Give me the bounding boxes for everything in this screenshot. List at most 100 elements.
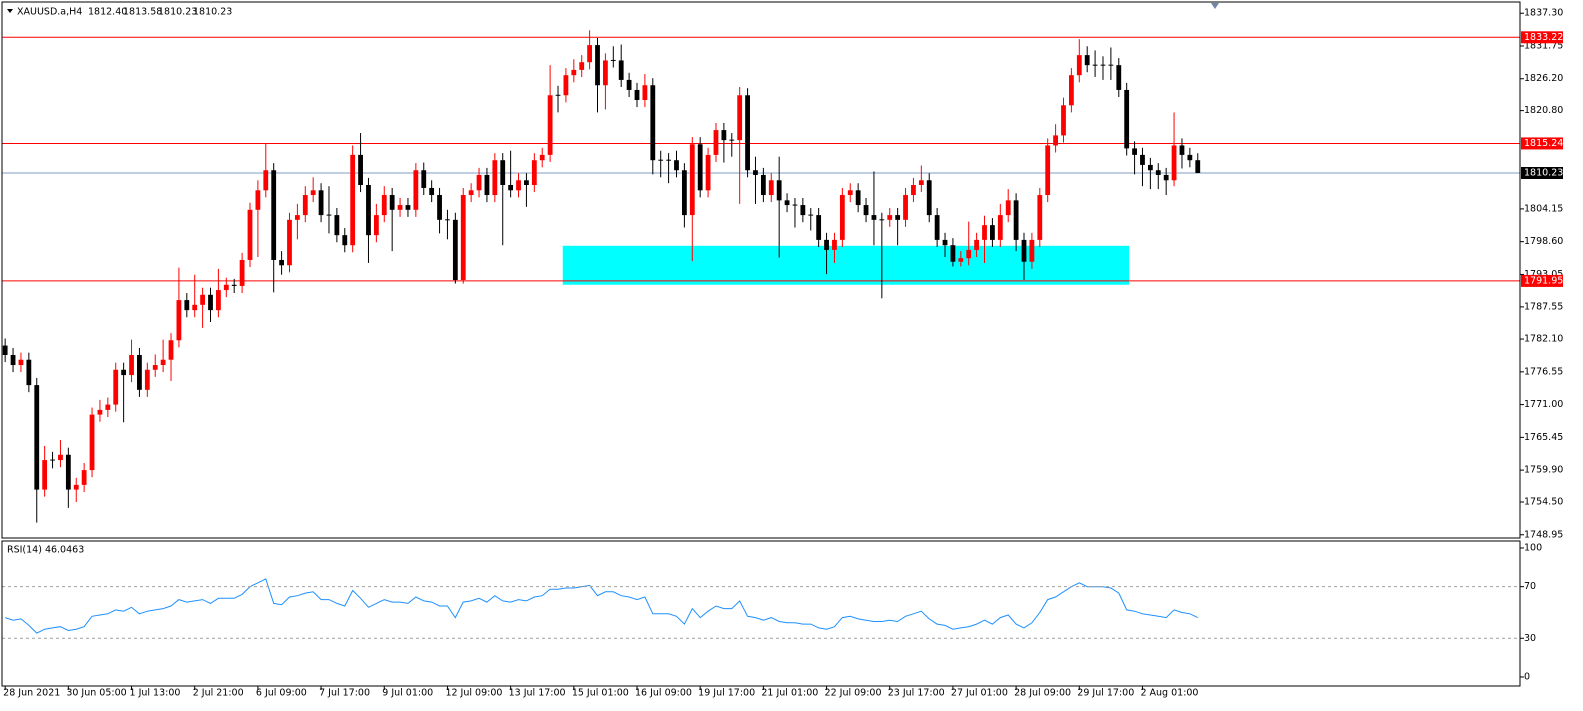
candle-body bbox=[152, 365, 158, 370]
candle-body bbox=[547, 95, 553, 155]
candle-body bbox=[934, 215, 940, 240]
candle-body bbox=[342, 235, 348, 246]
level-label: 1815.24 bbox=[1524, 138, 1563, 149]
x-tick-label: 28 Jul 09:00 bbox=[1014, 688, 1071, 699]
candle-body bbox=[800, 205, 806, 216]
y-tick-label: 1793.05 bbox=[1524, 269, 1563, 280]
candle-body bbox=[895, 215, 901, 220]
candle-body bbox=[997, 215, 1003, 240]
ohlc-low: 1810.23 bbox=[158, 7, 197, 18]
candle-body bbox=[73, 484, 79, 490]
candle-body bbox=[1108, 64, 1114, 66]
rsi-panel-frame bbox=[1, 540, 1521, 687]
candle-body bbox=[294, 215, 300, 220]
rsi-label: RSI(14) 46.0463 bbox=[7, 545, 84, 556]
candle-body bbox=[287, 219, 292, 266]
candle-body bbox=[65, 454, 71, 490]
candle-body bbox=[381, 195, 387, 216]
candle-body bbox=[666, 159, 671, 161]
ohlc-open: 1812.40 bbox=[88, 7, 127, 18]
candle-body bbox=[358, 154, 363, 185]
candle-body bbox=[863, 205, 869, 216]
zone-layer bbox=[562, 245, 1130, 285]
candle-body bbox=[650, 85, 656, 161]
candle-body bbox=[1132, 148, 1137, 155]
x-tick-label: 21 Jul 01:00 bbox=[761, 688, 818, 699]
candle-body bbox=[595, 45, 600, 86]
candle-body bbox=[626, 79, 632, 90]
candle-body bbox=[429, 187, 435, 196]
candle-body bbox=[58, 454, 63, 461]
y-tick-label: 1754.50 bbox=[1524, 496, 1563, 507]
candle-body bbox=[1068, 75, 1074, 106]
candle-body bbox=[247, 209, 253, 260]
ohlc-close: 1810.23 bbox=[193, 7, 232, 18]
y-tick-label: 1837.30 bbox=[1524, 8, 1563, 19]
candle-body bbox=[445, 219, 450, 221]
candle-body bbox=[808, 214, 814, 216]
candle-body bbox=[113, 369, 119, 405]
x-tick-label: 12 Jul 09:00 bbox=[445, 688, 502, 699]
candle-body bbox=[524, 180, 529, 185]
y-tick-label: 1776.55 bbox=[1524, 366, 1563, 377]
candle-body bbox=[231, 284, 237, 286]
level-label-box bbox=[1521, 31, 1563, 44]
x-tick-label: 6 Jul 09:00 bbox=[256, 688, 307, 699]
support-zone bbox=[562, 245, 1130, 285]
candle-body bbox=[176, 300, 182, 341]
symbol-label: XAUUSD.a,H4 bbox=[17, 7, 82, 18]
candle-body bbox=[389, 195, 395, 210]
candle-body bbox=[579, 62, 585, 70]
candle-body bbox=[982, 225, 987, 240]
candle-body bbox=[942, 239, 948, 246]
candle-body bbox=[26, 359, 32, 386]
y-tick-label: 1798.60 bbox=[1524, 236, 1563, 247]
candle-body bbox=[824, 239, 829, 250]
candle-body bbox=[460, 195, 466, 281]
x-tick-label: 23 Jul 17:00 bbox=[888, 688, 945, 699]
candle-body bbox=[911, 184, 916, 196]
candle-body bbox=[760, 174, 766, 196]
candle-body bbox=[168, 340, 174, 360]
candle-body bbox=[974, 239, 980, 250]
candle-body bbox=[642, 85, 648, 100]
candle-body bbox=[18, 359, 24, 366]
candle-layer bbox=[2, 30, 1201, 634]
candle-body bbox=[437, 195, 442, 220]
x-tick-label: 27 Jul 01:00 bbox=[951, 688, 1008, 699]
candle-body bbox=[239, 259, 245, 286]
candle-body bbox=[105, 404, 111, 410]
y-tick-label: 1759.90 bbox=[1524, 465, 1563, 476]
candle-body bbox=[192, 304, 198, 311]
candle-body bbox=[745, 95, 750, 171]
candle-body bbox=[571, 69, 577, 76]
x-tick-label: 28 Jun 2021 bbox=[3, 688, 60, 699]
rsi-tick-label: 70 bbox=[1524, 581, 1536, 592]
candle-body bbox=[468, 190, 474, 196]
candle-body bbox=[1171, 145, 1177, 181]
candle-body bbox=[184, 300, 190, 311]
y-tick-label: 1771.00 bbox=[1524, 399, 1563, 410]
level-label: 1791.95 bbox=[1524, 275, 1563, 286]
candle-body bbox=[610, 59, 616, 61]
candle-body bbox=[1045, 145, 1051, 196]
candle-body bbox=[413, 170, 419, 210]
candle-body bbox=[81, 470, 87, 485]
candle-body bbox=[705, 154, 711, 191]
candle-body bbox=[2, 345, 8, 356]
candle-body bbox=[1147, 164, 1153, 171]
candle-body bbox=[555, 94, 561, 96]
level-layer bbox=[2, 36, 1520, 282]
candle-body bbox=[1195, 160, 1201, 174]
candle-body bbox=[350, 154, 356, 246]
level-label: 1833.22 bbox=[1524, 32, 1563, 43]
candle-body bbox=[855, 190, 861, 206]
candle-body bbox=[216, 290, 221, 311]
candle-body bbox=[34, 385, 40, 490]
candle-body bbox=[1013, 200, 1019, 240]
candle-body bbox=[1076, 55, 1082, 76]
candle-body bbox=[121, 369, 127, 376]
candle-body bbox=[89, 414, 95, 471]
